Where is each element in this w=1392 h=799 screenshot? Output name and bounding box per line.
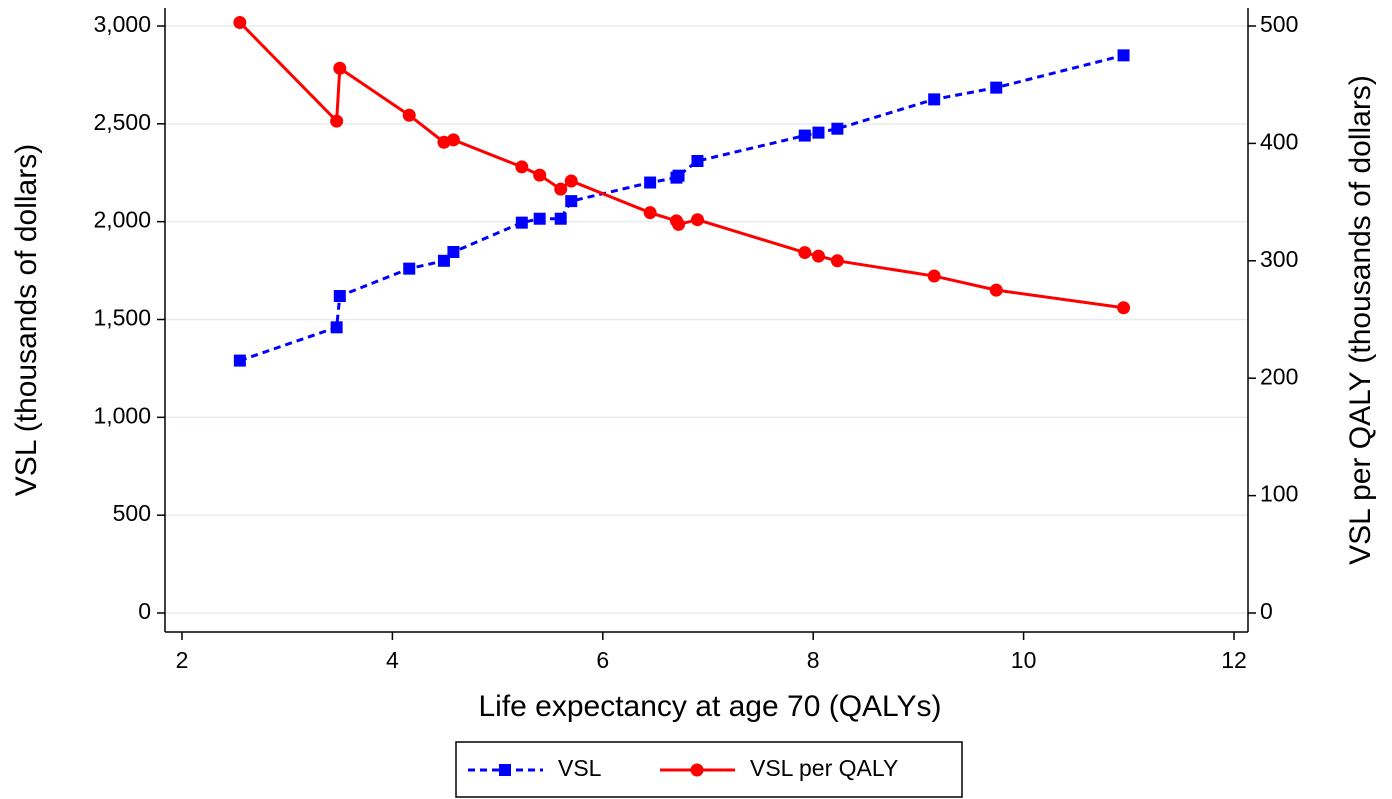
- data-point: [564, 174, 578, 188]
- data-point: [798, 246, 812, 260]
- data-point: [533, 212, 546, 225]
- y2-tick-label: 300: [1260, 246, 1298, 272]
- y-tick-label: 500: [113, 500, 151, 526]
- data-point: [533, 168, 547, 182]
- data-point: [672, 169, 685, 182]
- data-point: [233, 15, 247, 29]
- data-point: [643, 206, 657, 220]
- data-point: [644, 176, 657, 189]
- x-tick-label: 2: [176, 647, 189, 673]
- data-point: [333, 290, 346, 303]
- legend-box: [455, 741, 963, 798]
- y2-tick-label: 0: [1260, 598, 1273, 624]
- y2-tick-label: 500: [1260, 11, 1298, 37]
- y-tick-label: 0: [138, 598, 151, 624]
- data-point: [990, 81, 1003, 94]
- data-point: [1117, 49, 1130, 62]
- y-tick-label: 1,500: [93, 305, 151, 331]
- data-point: [830, 254, 844, 268]
- data-point: [798, 129, 811, 142]
- data-point: [330, 321, 343, 334]
- data-point: [233, 354, 246, 367]
- legend-label: VSL per QALY: [750, 755, 898, 781]
- x-tick-label: 12: [1221, 647, 1247, 673]
- legend-label: VSL: [558, 755, 602, 781]
- x-tick-label: 6: [596, 647, 609, 673]
- data-point: [437, 254, 450, 267]
- data-point: [691, 155, 704, 168]
- data-point: [1117, 301, 1131, 315]
- data-point: [515, 160, 529, 174]
- data-point: [554, 182, 568, 196]
- y2-tick-label: 100: [1260, 481, 1298, 507]
- data-point: [333, 61, 347, 75]
- data-point: [554, 212, 567, 225]
- series-line: [238, 21, 1124, 310]
- data-point: [927, 269, 941, 283]
- data-point: [672, 217, 686, 231]
- data-point: [690, 213, 704, 227]
- data-point: [989, 283, 1003, 297]
- data-point: [811, 249, 825, 263]
- data-point: [402, 108, 416, 122]
- series-line: [239, 53, 1124, 363]
- data-point: [515, 216, 528, 229]
- x-tick-label: 4: [386, 647, 399, 673]
- y-axis-title: VSL (thousands of dollars): [10, 144, 43, 496]
- y-tick-label: 3,000: [93, 11, 151, 37]
- data-point: [446, 133, 460, 147]
- data-point: [403, 262, 416, 275]
- data-point: [447, 245, 460, 258]
- data-point: [831, 122, 844, 135]
- y2-axis-title: VSL per QALY (thousands of dollars): [1344, 75, 1377, 565]
- y-tick-label: 1,000: [93, 402, 151, 428]
- legend-marker: [690, 763, 704, 777]
- data-point: [928, 93, 941, 106]
- x-tick-label: 8: [807, 647, 820, 673]
- data-point: [330, 114, 344, 128]
- x-tick-label: 10: [1011, 647, 1037, 673]
- y-tick-label: 2,000: [93, 207, 151, 233]
- data-point: [565, 195, 578, 208]
- y-tick-label: 2,500: [93, 109, 151, 135]
- y2-tick-label: 400: [1260, 128, 1298, 154]
- data-point: [812, 126, 825, 139]
- legend-marker: [499, 764, 511, 776]
- y2-tick-label: 200: [1260, 363, 1298, 389]
- x-axis-title: Life expectancy at age 70 (QALYs): [478, 690, 941, 723]
